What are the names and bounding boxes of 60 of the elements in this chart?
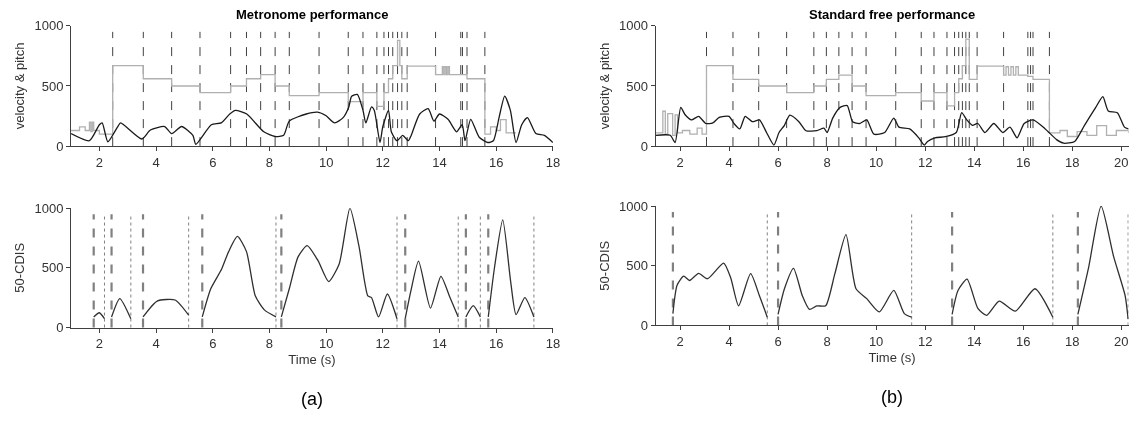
y-axis-title: 50-CDIS <box>596 240 612 291</box>
x-tick-label: 8 <box>823 154 831 170</box>
x-tick-label: 8 <box>823 334 831 350</box>
x-tick-label: 12 <box>917 334 933 350</box>
y-tick-label: 0 <box>640 317 648 333</box>
x-axis-title: Time (s) <box>868 349 916 365</box>
x-tick-label: 10 <box>318 154 334 170</box>
x-tick-label: 6 <box>209 154 217 170</box>
x-tick-label: 14 <box>432 336 447 352</box>
x-tick-label: 14 <box>432 154 447 170</box>
x-tick-label: 8 <box>265 336 274 352</box>
chart-title: Standard free performance <box>809 7 976 22</box>
x-tick-label: 14 <box>966 334 982 350</box>
x-tick-label: 10 <box>318 336 334 352</box>
text: (a) <box>301 389 323 409</box>
x-tick-label: 6 <box>774 334 782 350</box>
x-tick-label: 8 <box>265 154 274 170</box>
x-tick-label: 6 <box>774 154 782 170</box>
y-tick-label: 0 <box>640 138 648 154</box>
y-tick-label: 1000 <box>34 200 64 216</box>
chart-title: Metronome performance <box>236 7 389 22</box>
x-tick-label: 18 <box>545 336 561 352</box>
x-tick-label: 16 <box>1015 334 1031 350</box>
x-tick-label: 12 <box>375 336 391 352</box>
x-tick-label: 4 <box>152 336 160 352</box>
x-tick-label: 10 <box>868 154 884 170</box>
x-tick-label: 10 <box>868 334 884 350</box>
x-tick-label: 4 <box>725 154 733 170</box>
y-tick-label: 1000 <box>618 18 648 34</box>
x-tick-label: 16 <box>488 154 504 170</box>
x-tick-label: 14 <box>966 154 982 170</box>
text: (b) <box>881 387 903 407</box>
x-axis-title: Time (s) <box>288 351 336 367</box>
x-tick-label: 16 <box>488 336 504 352</box>
x-tick-label: 2 <box>676 154 684 170</box>
y-axis-title: velocity & pitch <box>12 42 28 130</box>
y-tick-label: 1000 <box>618 198 648 214</box>
x-tick-label: 18 <box>1064 334 1080 350</box>
x-tick-label: 4 <box>725 334 733 350</box>
x-tick-label: 12 <box>917 154 933 170</box>
y-axis-title: 50-CDIS <box>12 242 28 293</box>
x-tick-label: 6 <box>209 336 217 352</box>
y-tick-label: 500 <box>41 260 64 276</box>
x-tick-label: 2 <box>95 336 103 352</box>
x-tick-label: 18 <box>1064 154 1080 170</box>
x-tick-label: 18 <box>545 154 561 170</box>
y-axis-title: velocity & pitch <box>596 42 612 130</box>
y-tick-label: 500 <box>41 78 64 94</box>
x-tick-label: 20 <box>1114 154 1129 170</box>
x-tick-label: 20 <box>1114 334 1129 350</box>
y-tick-label: 0 <box>56 320 64 336</box>
x-tick-label: 2 <box>95 154 103 170</box>
x-tick-label: 16 <box>1015 154 1031 170</box>
x-tick-label: 2 <box>676 334 684 350</box>
y-tick-label: 500 <box>626 258 648 274</box>
y-tick-label: 0 <box>56 138 64 154</box>
y-tick-label: 1000 <box>34 18 64 34</box>
x-tick-label: 4 <box>152 154 160 170</box>
y-tick-label: 500 <box>626 78 648 94</box>
x-tick-label: 12 <box>375 154 391 170</box>
